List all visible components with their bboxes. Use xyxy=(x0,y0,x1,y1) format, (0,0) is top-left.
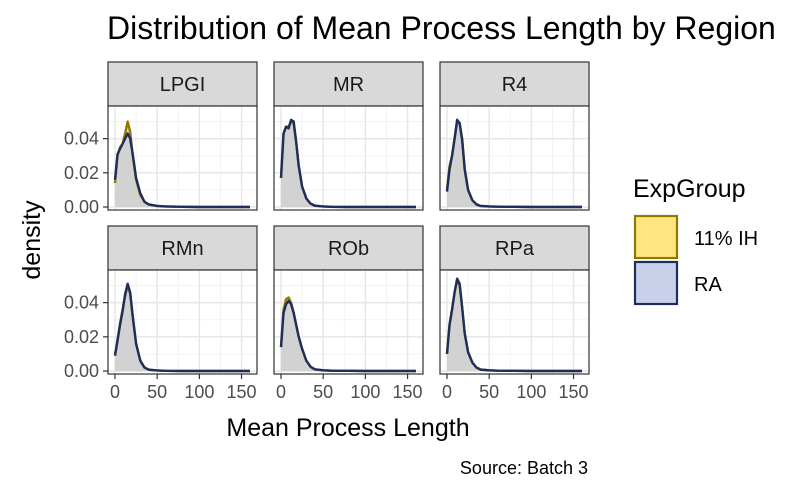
x-tick-label: 0 xyxy=(110,382,120,402)
facet-panel-rob: ROb xyxy=(273,225,424,375)
x-tick-label: 50 xyxy=(147,382,167,402)
chart-title: Distribution of Mean Process Length by R… xyxy=(107,10,776,46)
x-tick-label: 100 xyxy=(350,382,380,402)
y-tick-label: 0.02 xyxy=(64,327,99,347)
x-tick-label: 50 xyxy=(313,382,333,402)
density-line-ra xyxy=(445,277,582,373)
facet-panel-mr: MR xyxy=(273,61,424,211)
x-axis-title: Mean Process Length xyxy=(226,414,469,442)
legend-title: ExpGroup xyxy=(633,175,746,203)
panel-border xyxy=(273,269,424,375)
legend-key-11-ih xyxy=(633,214,679,260)
panel-border xyxy=(107,105,258,211)
density-line-ra xyxy=(113,132,250,209)
density-line-ra xyxy=(445,118,582,209)
facet-strip-label: RMn xyxy=(161,238,203,260)
panel-border xyxy=(439,105,590,211)
facet-strip-label: MR xyxy=(333,74,364,96)
x-tick-label: 150 xyxy=(227,382,257,402)
facet-panels: LPGI MR R4 RMn ROb RPa xyxy=(107,61,590,375)
facet-panel-rpa: RPa xyxy=(439,225,590,375)
y-axis-title: density xyxy=(18,200,46,280)
density-area-ra xyxy=(281,300,416,371)
y-axis: 0.00 0.02 0.04 0.00 0.02 0.04 xyxy=(64,129,108,381)
chart-caption: Source: Batch 3 xyxy=(460,458,588,478)
y-tick-label: 0.02 xyxy=(64,163,99,183)
legend-label: 11% IH xyxy=(694,228,758,250)
y-tick-label: 0.00 xyxy=(64,197,99,217)
facet-strip xyxy=(107,61,258,107)
facet-strip-label: LPGI xyxy=(160,74,206,96)
facet-strip-label: R4 xyxy=(502,74,528,96)
x-tick-label: 50 xyxy=(479,382,499,402)
facet-strip xyxy=(273,61,424,107)
x-tick-label: 100 xyxy=(184,382,214,402)
panel-border xyxy=(107,269,258,375)
density-area-ra xyxy=(447,278,582,371)
legend: ExpGroup 11% IH RA xyxy=(633,175,758,306)
facet-strip xyxy=(439,61,590,107)
panel-border xyxy=(439,269,590,375)
density-line-ra xyxy=(279,299,416,373)
density-line-ra xyxy=(279,118,416,209)
legend-label: RA xyxy=(694,274,722,296)
facet-strip xyxy=(439,225,590,271)
density-area-ra xyxy=(115,133,250,207)
x-axis: 0 50 100 150 0 50 100 150 0 50 100 150 xyxy=(110,374,589,402)
facet-strip-label: ROb xyxy=(328,238,369,260)
x-tick-label: 100 xyxy=(516,382,546,402)
density-area-ra xyxy=(447,119,582,207)
facet-panel-rmn: RMn xyxy=(107,225,258,375)
y-tick-label: 0.00 xyxy=(64,361,99,381)
legend-key-ra xyxy=(633,260,679,306)
x-tick-label: 150 xyxy=(393,382,423,402)
facet-strip xyxy=(107,225,258,271)
facet-panel-lpgi: LPGI xyxy=(107,61,258,211)
x-tick-label: 0 xyxy=(442,382,452,402)
y-tick-label: 0.04 xyxy=(64,129,99,149)
x-tick-label: 0 xyxy=(276,382,286,402)
facet-panel-r4: R4 xyxy=(439,61,590,211)
facet-strip xyxy=(273,225,424,271)
density-line-ra xyxy=(113,282,250,373)
facet-strip-label: RPa xyxy=(495,238,535,260)
y-tick-label: 0.04 xyxy=(64,293,99,313)
panel-border xyxy=(273,105,424,211)
x-tick-label: 150 xyxy=(559,382,589,402)
